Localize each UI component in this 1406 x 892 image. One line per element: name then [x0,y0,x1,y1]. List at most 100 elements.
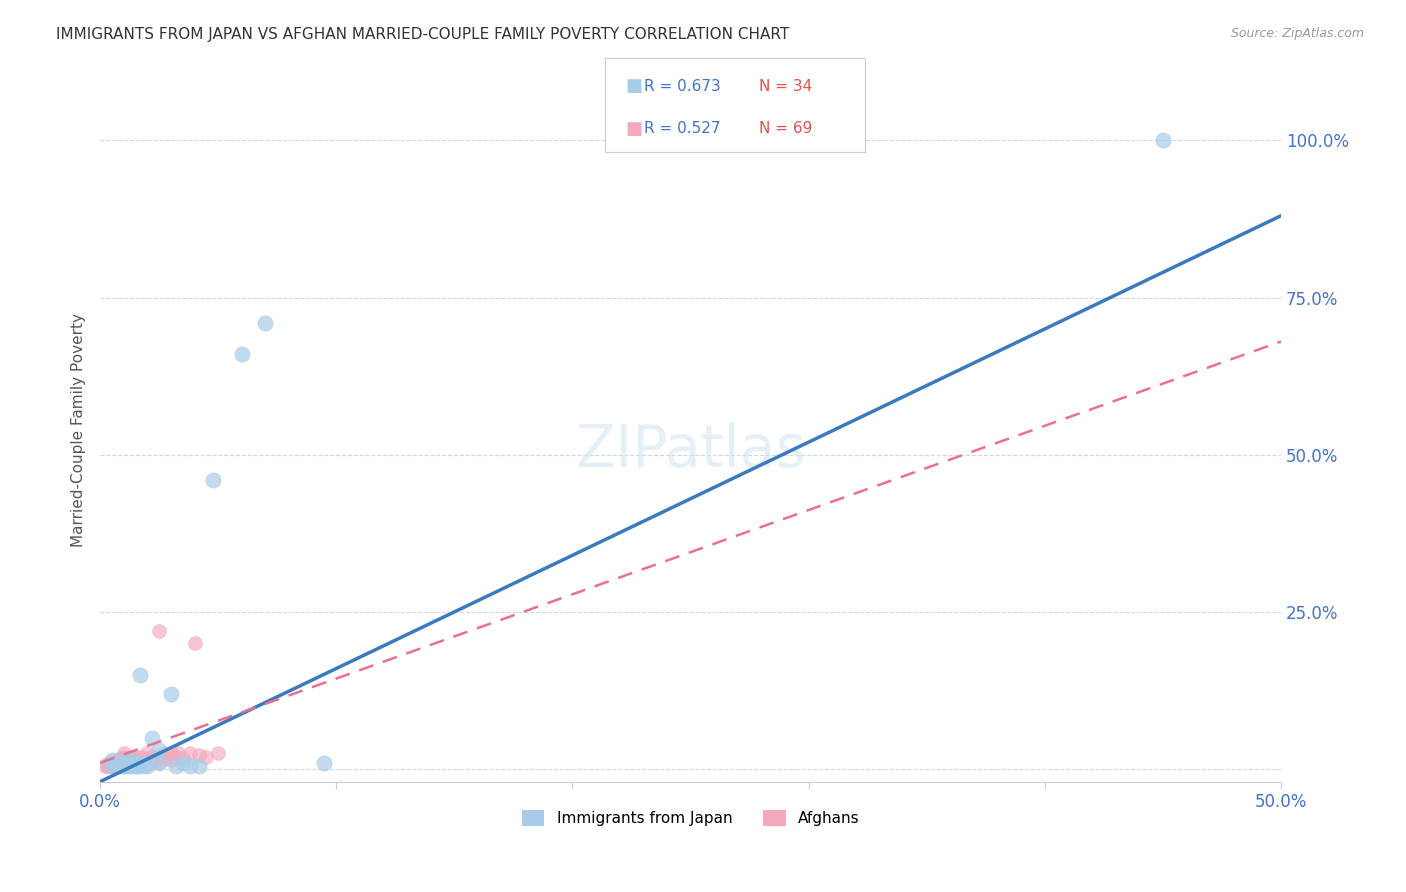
Point [136,756,159,770]
Point [103,757,125,772]
Point [188,759,211,773]
Point [110,751,132,765]
Point [136,747,159,761]
Point [179,747,201,761]
Point [120,753,142,767]
Point [131,759,153,773]
Point [153,747,176,761]
Point [202,473,225,487]
Point [254,316,277,330]
Point [120,757,142,772]
Point [141,756,163,770]
Point [96,757,118,772]
Point [141,731,163,745]
Point [112,756,135,770]
Point [150,751,173,765]
Point [160,747,183,761]
Point [112,749,135,764]
Point [117,751,139,765]
Point [129,749,152,764]
Point [146,749,169,764]
Point [108,759,131,773]
Text: Source: ZipAtlas.com: Source: ZipAtlas.com [1230,27,1364,40]
Text: ■: ■ [626,78,643,95]
Point [165,749,187,764]
Point [124,755,146,769]
Point [124,751,146,765]
Point [179,759,201,773]
Point [117,759,139,773]
Text: R = 0.527: R = 0.527 [644,121,720,136]
Point [122,756,145,770]
Point [195,749,218,764]
Point [124,756,146,770]
Point [155,751,177,765]
Point [131,755,153,769]
Point [136,759,159,773]
Point [148,624,170,638]
Point [101,759,124,773]
Point [117,756,139,770]
Point [112,753,135,767]
Point [138,755,160,769]
Point [117,756,139,770]
Point [124,759,146,773]
Point [136,751,159,765]
Point [103,759,125,773]
Point [112,759,135,773]
Point [167,747,190,761]
Point [124,759,146,773]
Point [103,755,125,769]
Point [96,759,118,773]
Point [105,757,128,772]
Point [148,756,170,770]
Point [101,757,124,772]
Text: ZIPatlas: ZIPatlas [575,422,806,479]
Y-axis label: Married-Couple Family Poverty: Married-Couple Family Poverty [72,312,86,547]
Point [172,756,194,770]
Point [105,759,128,773]
Text: N = 34: N = 34 [759,78,813,94]
Point [115,755,138,769]
Text: N = 69: N = 69 [759,121,813,136]
Text: R = 0.673: R = 0.673 [644,78,721,94]
Point [314,756,336,770]
Point [117,759,139,773]
Point [101,756,124,770]
Text: IMMIGRANTS FROM JAPAN VS AFGHAN MARRIED-COUPLE FAMILY POVERTY CORRELATION CHART: IMMIGRANTS FROM JAPAN VS AFGHAN MARRIED-… [56,27,790,42]
Point [136,756,159,770]
Point [1152,133,1174,147]
Point [148,743,170,757]
Point [115,757,138,772]
Point [183,636,205,650]
Point [127,753,149,767]
Point [110,755,132,769]
Point [207,747,229,761]
Point [160,687,183,701]
Point [108,759,131,773]
Point [122,757,145,772]
Point [188,748,211,763]
Point [110,757,132,772]
Point [127,757,149,772]
Point [129,667,152,681]
Point [112,753,135,767]
Point [129,756,152,770]
Point [160,753,183,767]
Point [134,757,156,772]
Point [127,759,149,773]
Point [112,747,135,761]
Point [105,756,128,770]
Point [143,753,166,767]
Point [112,759,135,773]
Point [108,753,131,767]
Point [120,753,142,767]
Point [101,753,124,767]
Point [105,753,128,767]
Point [148,755,170,769]
Point [94,759,117,773]
Point [110,759,132,773]
Point [134,753,156,767]
Point [101,755,124,769]
Legend: Immigrants from Japan, Afghans: Immigrants from Japan, Afghans [513,803,868,834]
